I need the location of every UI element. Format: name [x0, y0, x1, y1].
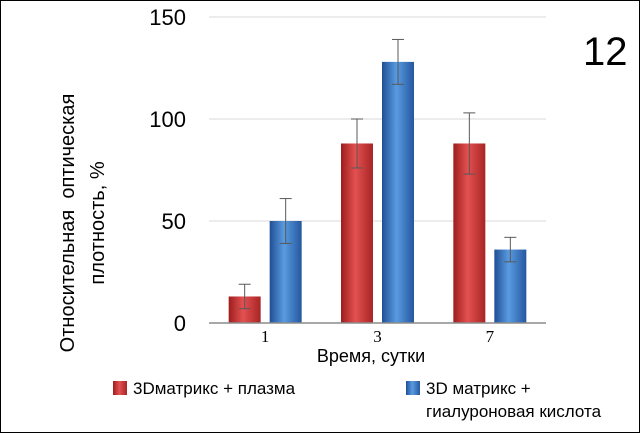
panel-label: 12: [583, 30, 628, 74]
bar-plasma: [341, 143, 373, 323]
y-tick-label: 150: [149, 5, 186, 30]
legend-label: 3D матрикс +: [426, 379, 531, 398]
y-axis-title-line: Относительная оптическая: [57, 94, 79, 353]
legend-label: 3Dматрикс + плазма: [133, 379, 296, 398]
x-tick-label: 7: [486, 327, 495, 346]
y-tick-label: 50: [162, 209, 186, 234]
y-tick-label: 100: [149, 107, 186, 132]
legend-item-hyaluronic: 3D матрикс + гиалуроновая кислота: [406, 379, 602, 421]
bar-hyaluronic: [382, 61, 414, 323]
y-axis-title-line: плотность, %: [87, 161, 109, 284]
x-tick-label: 3: [373, 327, 382, 346]
y-tick-label: 0: [174, 311, 186, 336]
legend-item-plasma: 3Dматрикс + плазма: [113, 379, 296, 398]
legend-swatch: [113, 381, 127, 395]
x-tick-label: 1: [261, 327, 270, 346]
x-axis-title: Время, сутки: [317, 346, 425, 366]
legend-label: гиалуроновая кислота: [426, 402, 602, 421]
legend-swatch: [406, 381, 420, 395]
